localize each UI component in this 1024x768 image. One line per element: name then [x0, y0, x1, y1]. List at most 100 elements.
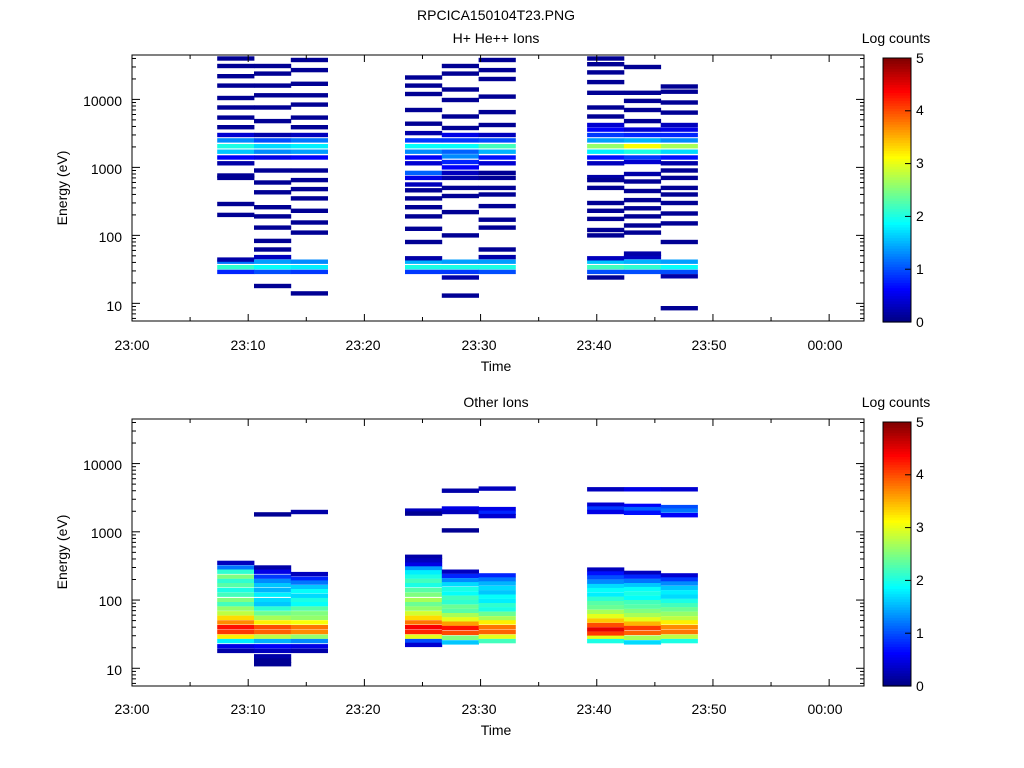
heatmap-cell	[441, 582, 479, 587]
heatmap-cell	[660, 577, 698, 582]
colorbar-segment	[883, 65, 911, 70]
heatmap-cell	[290, 132, 328, 138]
colorbar-segment	[883, 277, 911, 281]
heatmap-cell	[660, 603, 698, 608]
heatmap-cell	[623, 90, 662, 95]
panel-title: H+ He++ Ions	[453, 30, 540, 46]
heatmap-cell	[660, 84, 698, 89]
heatmap-cell	[478, 573, 516, 578]
colorbar-frame	[882, 57, 912, 323]
x-tick-label: 23:00	[114, 701, 149, 717]
colorbar-segment	[883, 535, 911, 539]
heatmap-cell	[587, 631, 625, 636]
heatmap-cell	[660, 616, 698, 621]
heatmap-cell	[217, 155, 255, 160]
heatmap-cell	[587, 70, 625, 75]
heatmap-cell	[587, 275, 625, 280]
colorbar-segment	[883, 667, 911, 671]
heatmap-cell	[587, 132, 625, 138]
colorbar-segment	[883, 670, 911, 674]
heatmap-cell	[441, 63, 479, 69]
heatmap-cell	[478, 265, 516, 270]
colorbar-segment	[883, 292, 911, 297]
heatmap-cell	[660, 100, 698, 105]
colorbar-segment	[883, 250, 911, 254]
heatmap-cell	[254, 662, 292, 667]
colorbar-tick-label: 2	[916, 572, 924, 588]
heatmap-cell	[217, 265, 255, 270]
figure-title: RPCICA150104T23.PNG	[417, 7, 575, 23]
colorbar-segment	[883, 680, 911, 684]
colorbar-segment	[883, 664, 911, 669]
heatmap-cell	[217, 83, 255, 88]
heatmap-cell	[405, 83, 443, 88]
colorbar-segment	[883, 153, 911, 157]
colorbar-segment	[883, 145, 911, 149]
x-tick-label: 23:10	[230, 337, 265, 353]
heatmap-cell	[405, 144, 443, 149]
colorbar-segment	[883, 517, 911, 521]
heatmap-cell	[587, 90, 625, 95]
heatmap-cell	[254, 638, 292, 644]
colorbar-segment	[883, 79, 911, 83]
heatmap-cell	[441, 269, 479, 275]
colorbar-segment	[883, 134, 911, 138]
heatmap-cell	[217, 574, 255, 579]
heatmap-cell	[217, 611, 255, 616]
colorbar-segment	[883, 466, 911, 471]
heatmap-cell	[290, 634, 328, 639]
heatmap-cell	[217, 95, 255, 101]
heatmap-cell	[290, 269, 328, 275]
heatmap-cell	[478, 149, 516, 154]
heatmap-cell	[217, 149, 255, 154]
colorbar-segment	[883, 564, 911, 568]
heatmap-cell	[254, 578, 292, 584]
colorbar-segment	[883, 76, 911, 80]
colorbar-label: Log counts	[862, 30, 931, 46]
heatmap-cell	[441, 159, 479, 165]
heatmap-cell	[405, 642, 443, 648]
colorbar-segment	[883, 440, 911, 444]
heatmap-cell	[441, 595, 479, 600]
x-axis-label: Time	[481, 358, 512, 374]
heatmap-cell	[441, 625, 479, 631]
colorbar-segment	[883, 643, 911, 647]
heatmap-cell	[290, 629, 328, 635]
heatmap-cell	[623, 600, 662, 605]
heatmap-cell	[290, 230, 328, 235]
heatmap-cell	[623, 630, 662, 636]
heatmap-cell	[660, 504, 698, 510]
heatmap-cell	[587, 579, 625, 584]
colorbar-tick-label: 4	[916, 102, 924, 118]
colorbar-segment	[883, 641, 911, 645]
heatmap-cell	[290, 509, 328, 515]
heatmap-cell	[441, 573, 479, 579]
heatmap-cell	[587, 635, 625, 640]
colorbar-segment	[883, 89, 911, 93]
colorbar-segment	[883, 263, 911, 268]
heatmap-cell	[478, 175, 516, 181]
colorbar-segment	[883, 503, 911, 508]
colorbar-segment	[883, 620, 911, 624]
y-axis-label: Energy (eV)	[54, 151, 70, 226]
colorbar-segment	[883, 147, 911, 151]
heatmap-cell	[405, 138, 443, 143]
colorbar-segment	[883, 242, 911, 247]
heatmap-cell	[254, 648, 292, 654]
heatmap-cell	[254, 225, 292, 230]
heatmap-cell	[478, 590, 516, 595]
colorbar-segment	[883, 253, 911, 257]
heatmap-cell	[478, 76, 516, 82]
colorbar-segment	[883, 163, 911, 167]
heatmap-cell	[478, 185, 516, 191]
heatmap-cell	[290, 168, 328, 173]
heatmap-cell	[478, 629, 516, 635]
heatmap-cell	[587, 227, 625, 233]
heatmap-cell	[290, 208, 328, 213]
colorbar-segment	[883, 461, 911, 465]
heatmap-cell	[405, 508, 443, 513]
heatmap-cell	[587, 592, 625, 597]
colorbar-segment	[883, 509, 911, 513]
heatmap-cell	[217, 105, 255, 110]
